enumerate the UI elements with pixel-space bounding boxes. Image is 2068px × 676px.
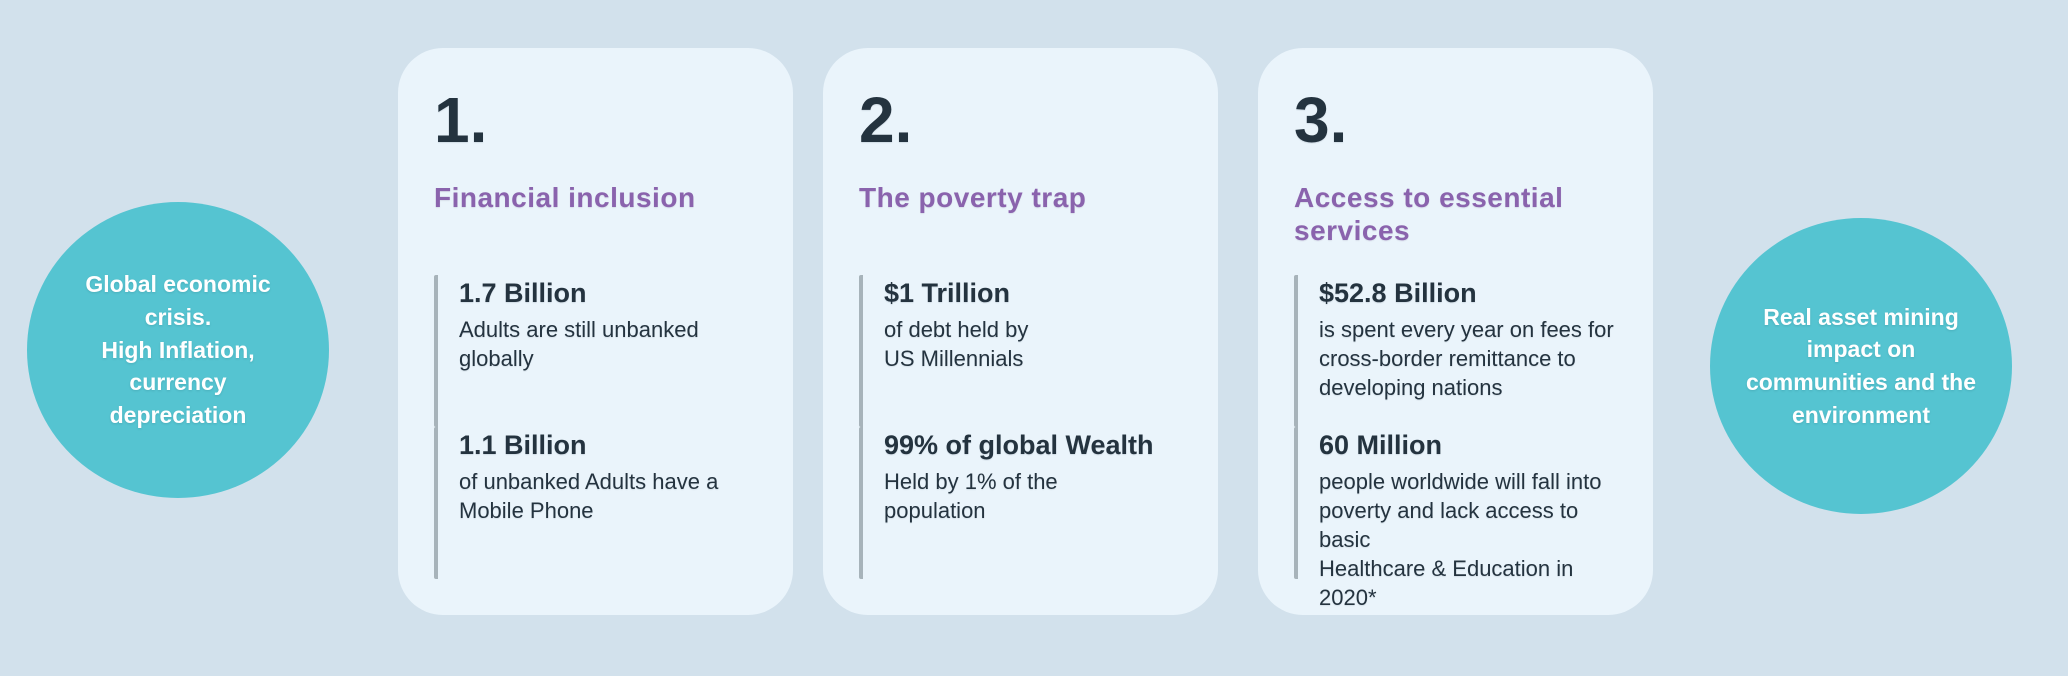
stat-millennial-debt: $1 Trillion of debt held by US Millennia… <box>859 274 1184 427</box>
stat-description: Adults are still unbanked globally <box>459 316 699 371</box>
global-crisis-text: Global economic crisis. High Inflation, … <box>85 271 271 428</box>
global-crisis-circle: Global economic crisis. High Inflation, … <box>27 202 329 498</box>
stat-value: 1.7 Billion <box>459 277 587 308</box>
card-number: 2. <box>859 84 913 156</box>
mining-impact-circle: Real asset mining impact on communities … <box>1710 218 2012 514</box>
stat-value: 99% of global Wealth <box>884 429 1154 460</box>
stat-value: 60 Million <box>1319 429 1443 460</box>
stat-unbanked-mobile: 1.1 Billion of unbanked Adults have a Mo… <box>434 426 759 579</box>
card-financial-inclusion: 1. Financial inclusion 1.7 Billion Adult… <box>398 48 793 615</box>
stat-unbanked-adults: 1.7 Billion Adults are still unbanked gl… <box>434 274 759 427</box>
card-title: The poverty trap <box>859 181 1087 213</box>
card-essential-services: 3. Access to essential services $52.8 Bi… <box>1258 48 1653 615</box>
stat-description: people worldwide will fall into poverty … <box>1319 468 1602 610</box>
stat-description: is spent every year on fees for cross-bo… <box>1319 316 1614 400</box>
card-number: 3. <box>1294 84 1348 156</box>
mining-impact-text: Real asset mining impact on communities … <box>1745 303 1977 428</box>
card-poverty-trap: 2. The poverty trap $1 Trillion of debt … <box>823 48 1218 615</box>
stat-value: 1.1 Billion <box>459 429 587 460</box>
card-title: Access to essential services <box>1294 181 1564 246</box>
stat-poverty-fall: 60 Million people worldwide will fall in… <box>1294 426 1619 610</box>
stat-description: Held by 1% of the population <box>884 468 1058 523</box>
card-title: Financial inclusion <box>434 181 696 213</box>
stat-remittance-fees: $52.8 Billion is spent every year on fee… <box>1294 274 1619 427</box>
stat-value: $52.8 Billion <box>1319 277 1477 308</box>
card-number: 1. <box>434 84 488 156</box>
stat-description: of debt held by US Millennials <box>884 316 1029 371</box>
stat-wealth-concentration: 99% of global Wealth Held by 1% of the p… <box>859 426 1184 579</box>
stat-description: of unbanked Adults have a Mobile Phone <box>459 468 719 523</box>
stat-value: $1 Trillion <box>884 277 1011 308</box>
